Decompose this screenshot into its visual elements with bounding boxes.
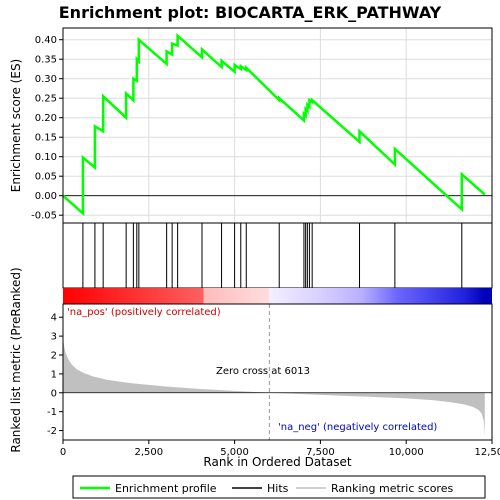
legend-label-hits: Hits [267, 482, 289, 495]
colorbar-gradient [63, 288, 492, 304]
x-tick-label: 12,500 [475, 447, 500, 458]
es-y-tick-label: 0.05 [35, 172, 57, 183]
rank-colorbar [63, 288, 492, 304]
ranking-metric-area [63, 338, 485, 437]
enrichment-profile-line [62, 33, 486, 217]
legend-frame [72, 475, 486, 499]
es-panel: -0.05 0.00 0.05 0.10 0.15 0.20 0.25 0.30 0.35 0.4… [9, 27, 493, 224]
hit-marks [82, 223, 463, 288]
x-tick-label: 10,000 [389, 447, 424, 458]
x-axis-ticks: 0 2,500 5,000 7,500 10,000 12,500 [60, 440, 500, 458]
zero-cross-annotation: Zero cross at 6013 [216, 366, 310, 377]
es-y-tick-label: 0.25 [35, 94, 57, 105]
legend-label-enrichment-profile: Enrichment profile [115, 482, 217, 495]
es-y-axis-label: Enrichment score (ES) [9, 59, 23, 192]
metric-y-tick-label: 0 [51, 388, 57, 399]
x-tick-label: 7,500 [306, 447, 335, 458]
metric-y-tick-label: 4 [51, 313, 57, 324]
es-y-tick-label: -0.05 [31, 211, 57, 222]
es-y-tick-label: 0.10 [35, 152, 57, 163]
x-tick-label: 5,000 [220, 447, 249, 458]
metric-panel: -2 -1 0 1 2 3 4 'na_pos' (positively correlate… [9, 267, 493, 453]
es-panel-frame [62, 27, 493, 224]
es-y-ticks: -0.05 0.00 0.05 0.10 0.15 0.20 0.25 0.30 0.35 0.4… [31, 35, 63, 222]
es-y-tick-label: 0.35 [35, 55, 57, 66]
es-y-tick-label: 0.30 [35, 74, 57, 85]
positive-correlation-label: 'na_pos' (positively correlated) [67, 307, 221, 318]
legend: Enrichment profile Hits Ranking metric s… [72, 475, 486, 499]
legend-label-ranking-metric: Ranking metric scores [331, 482, 453, 495]
metric-y-axis-label: Ranked list metric (PreRanked) [9, 267, 23, 452]
es-y-tick-label: 0.20 [35, 113, 57, 124]
metric-panel-frame [62, 303, 493, 441]
x-axis-label: Rank in Ordered Dataset [203, 455, 351, 469]
es-y-tick-label: 0.40 [35, 35, 57, 46]
metric-y-tick-label: -1 [47, 407, 57, 418]
hits-panel [62, 222, 493, 289]
x-tick-label: 2,500 [134, 447, 163, 458]
chart-title: Enrichment plot: BIOCARTA_ERK_PATHWAY [59, 3, 442, 22]
metric-y-ticks: -2 -1 0 1 2 3 4 [47, 313, 63, 437]
negative-correlation-label: 'na_neg' (negatively correlated) [278, 422, 437, 433]
es-y-tick-label: 0.15 [35, 133, 57, 144]
metric-y-tick-label: 2 [51, 351, 57, 362]
metric-y-tick-label: -2 [47, 426, 57, 437]
metric-y-tick-label: 1 [51, 369, 57, 380]
es-gridlines [63, 28, 492, 223]
hits-panel-frame [62, 222, 493, 289]
x-tick-label: 0 [60, 447, 66, 458]
es-y-tick-label: 0.00 [35, 191, 57, 202]
metric-y-tick-label: 3 [51, 332, 57, 343]
